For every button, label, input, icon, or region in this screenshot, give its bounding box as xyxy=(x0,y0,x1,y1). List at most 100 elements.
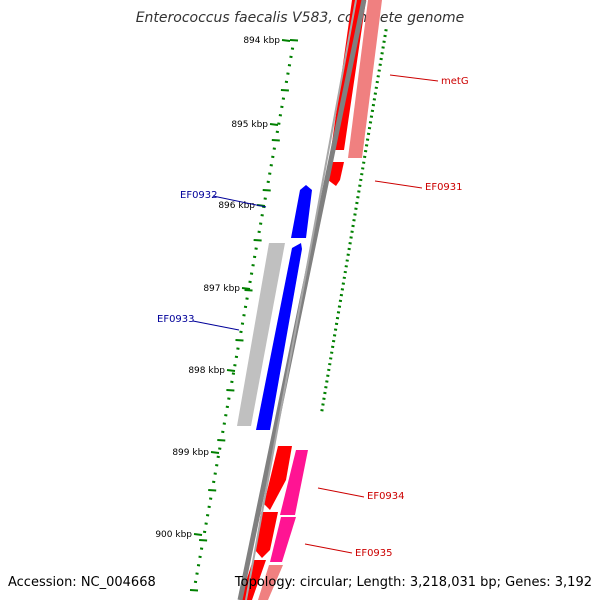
scale-tick xyxy=(208,489,217,492)
scale-tick xyxy=(289,39,299,42)
scale-tick xyxy=(331,345,335,349)
scale-tick xyxy=(354,207,358,210)
scale-tick xyxy=(268,172,272,175)
gene-labels: metG EF0931 EF0932 EF0933 EF0934 EF0935 xyxy=(157,74,469,559)
label-leader-ef0931 xyxy=(374,180,423,189)
scale-tick xyxy=(289,55,293,59)
scale-tick xyxy=(371,103,376,107)
scale-tick xyxy=(344,265,348,268)
scale-tick xyxy=(350,230,354,234)
scale-tick xyxy=(366,132,371,136)
scale-label: 899 kbp xyxy=(172,448,209,458)
scale-tick xyxy=(329,357,333,360)
scale-tick xyxy=(271,155,275,159)
label-leader-metg xyxy=(389,74,439,82)
scale-tick xyxy=(221,430,225,434)
scale-tick xyxy=(352,219,356,222)
scale-tick xyxy=(373,92,377,95)
scale-tick xyxy=(269,164,273,167)
scale-tick xyxy=(339,293,344,297)
scale-tick xyxy=(370,109,375,113)
scale-tick xyxy=(272,147,276,150)
outer-tick-track xyxy=(320,29,388,412)
scale-tick xyxy=(355,201,359,205)
scale-tick xyxy=(189,589,199,592)
gene-next-light xyxy=(258,565,283,600)
scale-labels: 894 kbp 895 kbp 896 kbp 897 kbp 898 kbp 899 k… xyxy=(155,36,291,540)
scale-tick xyxy=(224,414,228,417)
scale-tick xyxy=(222,422,226,425)
major-tick xyxy=(226,369,236,372)
gene-label-ef0934: EF0934 xyxy=(367,491,405,502)
gene-label-ef0935: EF0935 xyxy=(355,548,393,559)
scale-tick xyxy=(231,372,236,375)
scale-tick xyxy=(284,80,289,84)
scale-tick xyxy=(248,280,252,284)
scale-tick xyxy=(338,299,343,303)
scale-tick xyxy=(336,311,341,314)
scale-tick xyxy=(383,34,387,38)
scale-tick xyxy=(372,98,377,101)
scale-tick xyxy=(195,572,199,575)
scale-tick xyxy=(376,75,380,78)
gene-label-metg: metG xyxy=(441,76,469,87)
label-leader-ef0933 xyxy=(192,320,240,331)
scale-tick xyxy=(226,389,235,392)
scale-tick xyxy=(225,405,229,409)
scale-tick xyxy=(196,564,201,567)
genome-backbone xyxy=(237,0,367,600)
scale-tick xyxy=(233,364,237,367)
scale-tick xyxy=(374,86,378,90)
scale-tick xyxy=(281,97,286,100)
scale-tick xyxy=(266,180,270,184)
scale-tick xyxy=(242,314,246,317)
scale-label: 895 kbp xyxy=(231,120,268,130)
scale-tick xyxy=(340,288,345,291)
scale-tick xyxy=(348,242,352,245)
scale-tick xyxy=(326,374,330,377)
scale-tick xyxy=(230,380,234,384)
scale-tick xyxy=(253,239,262,242)
scale-tick xyxy=(271,139,280,142)
scale-tick xyxy=(363,155,367,159)
scale-tick xyxy=(346,253,350,257)
scale-tick xyxy=(260,214,264,217)
scale-tick xyxy=(257,230,261,234)
gene-ef0933-light xyxy=(237,243,285,426)
scale-tick xyxy=(357,190,361,193)
scale-tick xyxy=(349,236,353,239)
scale-tick xyxy=(236,347,240,350)
scale-tick xyxy=(363,149,368,153)
scale-tick xyxy=(335,316,340,320)
scale-tick xyxy=(341,282,345,285)
gene-label-ef0933: EF0933 xyxy=(157,314,195,325)
scale-tick xyxy=(364,144,369,147)
scale-tick xyxy=(365,138,370,141)
scale-tick xyxy=(244,289,253,292)
scale-tick xyxy=(249,272,254,275)
scale-tick xyxy=(323,391,327,395)
gene-metg-light xyxy=(348,0,382,158)
scale-tick xyxy=(212,480,216,484)
scale-tick xyxy=(234,355,239,359)
scale-tick xyxy=(198,555,202,559)
scale-label: 894 kbp xyxy=(243,36,280,46)
scale-tick xyxy=(356,195,360,199)
scale-tick xyxy=(245,297,249,300)
scale-tick xyxy=(358,184,362,187)
scale-tick xyxy=(320,409,324,412)
scale-tick xyxy=(332,334,337,337)
scale-label: 900 kbp xyxy=(155,530,192,540)
scale-tick xyxy=(286,72,290,75)
scale-tick xyxy=(193,580,198,584)
major-tick xyxy=(241,287,251,290)
scale-tick xyxy=(213,472,217,475)
scale-tick xyxy=(287,64,292,67)
scale-tick xyxy=(218,447,222,450)
scale-tick xyxy=(278,114,283,117)
gene-ef0935-pink xyxy=(270,517,296,562)
scale-tick xyxy=(377,69,381,72)
scale-tick xyxy=(290,47,295,50)
gene-ef0932 xyxy=(291,185,312,238)
